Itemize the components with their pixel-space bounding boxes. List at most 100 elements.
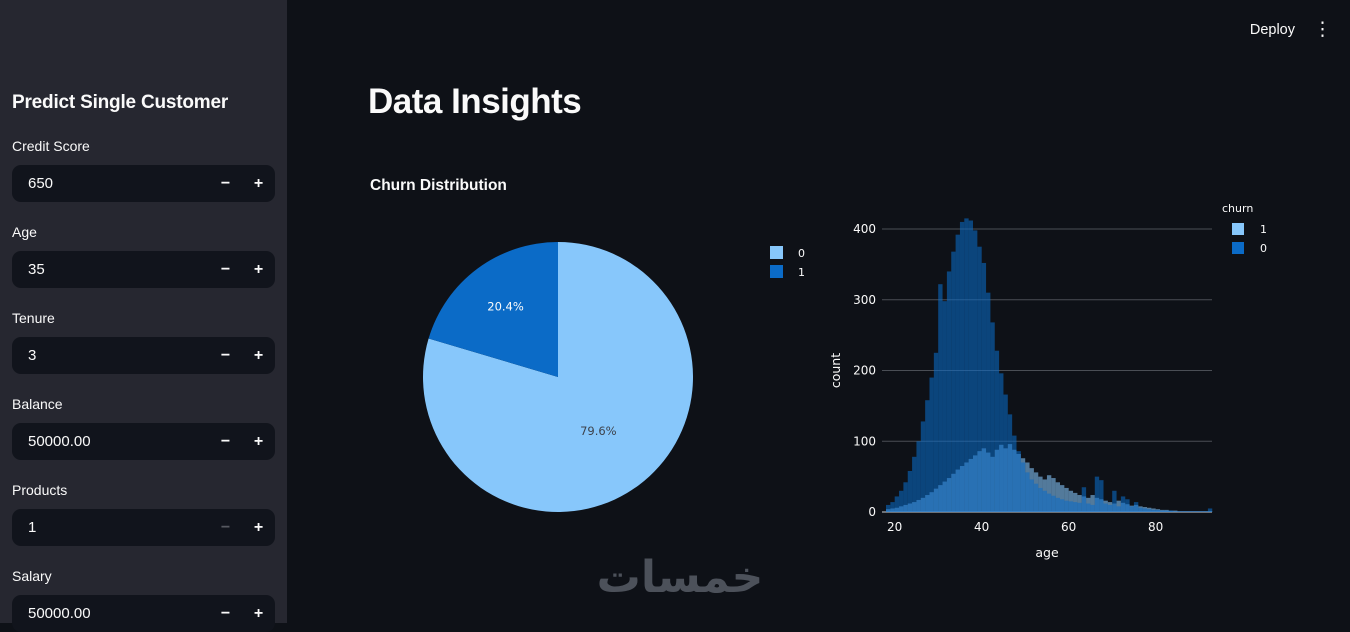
bar bbox=[1138, 508, 1142, 512]
salary-label: Salary bbox=[12, 568, 275, 584]
bar bbox=[912, 457, 916, 512]
bar bbox=[1003, 395, 1007, 512]
tenure-input[interactable]: 3 − + bbox=[12, 337, 275, 374]
bar bbox=[1195, 511, 1199, 512]
bar bbox=[1069, 501, 1073, 512]
field-credit-score: Credit Score 650 − + bbox=[12, 138, 275, 202]
bar bbox=[999, 373, 1003, 512]
salary-value[interactable]: 50000.00 bbox=[12, 595, 209, 632]
histogram-legend-swatch-1 bbox=[1232, 223, 1244, 235]
bar bbox=[982, 263, 986, 512]
bar bbox=[1156, 510, 1160, 512]
main-content: Deploy ⋮ Data Insights Churn Distributio… bbox=[287, 0, 1350, 623]
tenure-decrement-button[interactable]: − bbox=[209, 337, 242, 374]
bar bbox=[1164, 511, 1168, 512]
bar bbox=[1125, 499, 1129, 512]
bar bbox=[1130, 506, 1134, 512]
credit-score-label: Credit Score bbox=[12, 138, 275, 154]
age-input[interactable]: 35 − + bbox=[12, 251, 275, 288]
bar bbox=[908, 471, 912, 512]
tenure-label: Tenure bbox=[12, 310, 275, 326]
bar bbox=[1012, 436, 1016, 512]
overflow-menu-icon[interactable]: ⋮ bbox=[1313, 20, 1332, 39]
y-tick-label: 400 bbox=[853, 222, 876, 236]
age-value[interactable]: 35 bbox=[12, 251, 209, 288]
bar bbox=[995, 351, 999, 512]
bar bbox=[1151, 510, 1155, 512]
balance-increment-button[interactable]: + bbox=[242, 423, 275, 460]
balance-input[interactable]: 50000.00 − + bbox=[12, 423, 275, 460]
balance-value[interactable]: 50000.00 bbox=[12, 423, 209, 460]
products-value[interactable]: 1 bbox=[12, 509, 209, 546]
bar bbox=[990, 322, 994, 512]
salary-input[interactable]: 50000.00 − + bbox=[12, 595, 275, 632]
field-balance: Balance 50000.00 − + bbox=[12, 396, 275, 460]
tenure-value[interactable]: 3 bbox=[12, 337, 209, 374]
credit-score-increment-button[interactable]: + bbox=[242, 165, 275, 202]
histogram-legend-label: 0 bbox=[1260, 242, 1267, 255]
bar bbox=[1021, 462, 1025, 512]
pie-percent-label: 79.6% bbox=[580, 424, 617, 438]
credit-score-decrement-button[interactable]: − bbox=[209, 165, 242, 202]
bar bbox=[1177, 511, 1181, 512]
bar bbox=[1108, 505, 1112, 512]
bar bbox=[890, 502, 894, 512]
x-tick-label: 20 bbox=[887, 520, 902, 534]
bar bbox=[1038, 488, 1042, 512]
products-increment-button[interactable]: + bbox=[242, 509, 275, 546]
bar bbox=[947, 271, 951, 512]
products-input[interactable]: 1 − + bbox=[12, 509, 275, 546]
bar bbox=[1121, 496, 1125, 512]
age-increment-button[interactable]: + bbox=[242, 251, 275, 288]
bar bbox=[986, 293, 990, 512]
sidebar-title: Predict Single Customer bbox=[12, 92, 275, 114]
salary-decrement-button[interactable]: − bbox=[209, 595, 242, 632]
products-decrement-button[interactable]: − bbox=[209, 509, 242, 546]
y-tick-label: 200 bbox=[853, 364, 876, 378]
bar bbox=[973, 230, 977, 512]
bar bbox=[1134, 502, 1138, 512]
credit-score-value[interactable]: 650 bbox=[12, 165, 209, 202]
bar bbox=[1143, 508, 1147, 512]
bar bbox=[1051, 496, 1055, 512]
bar bbox=[1204, 511, 1208, 512]
pie-legend-swatch-0 bbox=[770, 246, 783, 259]
bar bbox=[1182, 511, 1186, 512]
tenure-increment-button[interactable]: + bbox=[242, 337, 275, 374]
bar bbox=[964, 218, 968, 512]
bar bbox=[1060, 499, 1064, 512]
pie-percent-label: 20.4% bbox=[487, 300, 524, 314]
churn-pie-chart: 79.6%20.4%01 bbox=[380, 200, 830, 540]
bar bbox=[977, 247, 981, 512]
bar bbox=[1056, 498, 1060, 512]
bar bbox=[1099, 480, 1103, 512]
bar bbox=[934, 353, 938, 512]
histogram-legend-swatch-0 bbox=[1232, 242, 1244, 254]
watermark: خمسات bbox=[560, 552, 800, 603]
credit-score-input[interactable]: 650 − + bbox=[12, 165, 275, 202]
bar bbox=[916, 441, 920, 512]
section-title: Churn Distribution bbox=[370, 177, 507, 195]
bar bbox=[1104, 504, 1108, 512]
bar bbox=[1008, 414, 1012, 512]
deploy-button[interactable]: Deploy bbox=[1250, 22, 1295, 38]
bar bbox=[1030, 479, 1034, 512]
page-title: Data Insights bbox=[368, 82, 581, 122]
bar bbox=[1173, 511, 1177, 512]
bar bbox=[895, 496, 899, 512]
field-salary: Salary 50000.00 − + bbox=[12, 568, 275, 632]
bar bbox=[969, 221, 973, 512]
bar bbox=[1090, 505, 1094, 512]
histogram-legend-title: churn bbox=[1222, 202, 1253, 215]
bar bbox=[886, 505, 890, 512]
balance-decrement-button[interactable]: − bbox=[209, 423, 242, 460]
bar bbox=[1208, 508, 1212, 512]
salary-increment-button[interactable]: + bbox=[242, 595, 275, 632]
bar bbox=[925, 400, 929, 512]
histogram-legend-label: 1 bbox=[1260, 223, 1267, 236]
bar bbox=[1082, 487, 1086, 512]
bar bbox=[1034, 484, 1038, 512]
histogram-series-0 bbox=[886, 218, 1212, 512]
age-decrement-button[interactable]: − bbox=[209, 251, 242, 288]
bar bbox=[951, 252, 955, 512]
